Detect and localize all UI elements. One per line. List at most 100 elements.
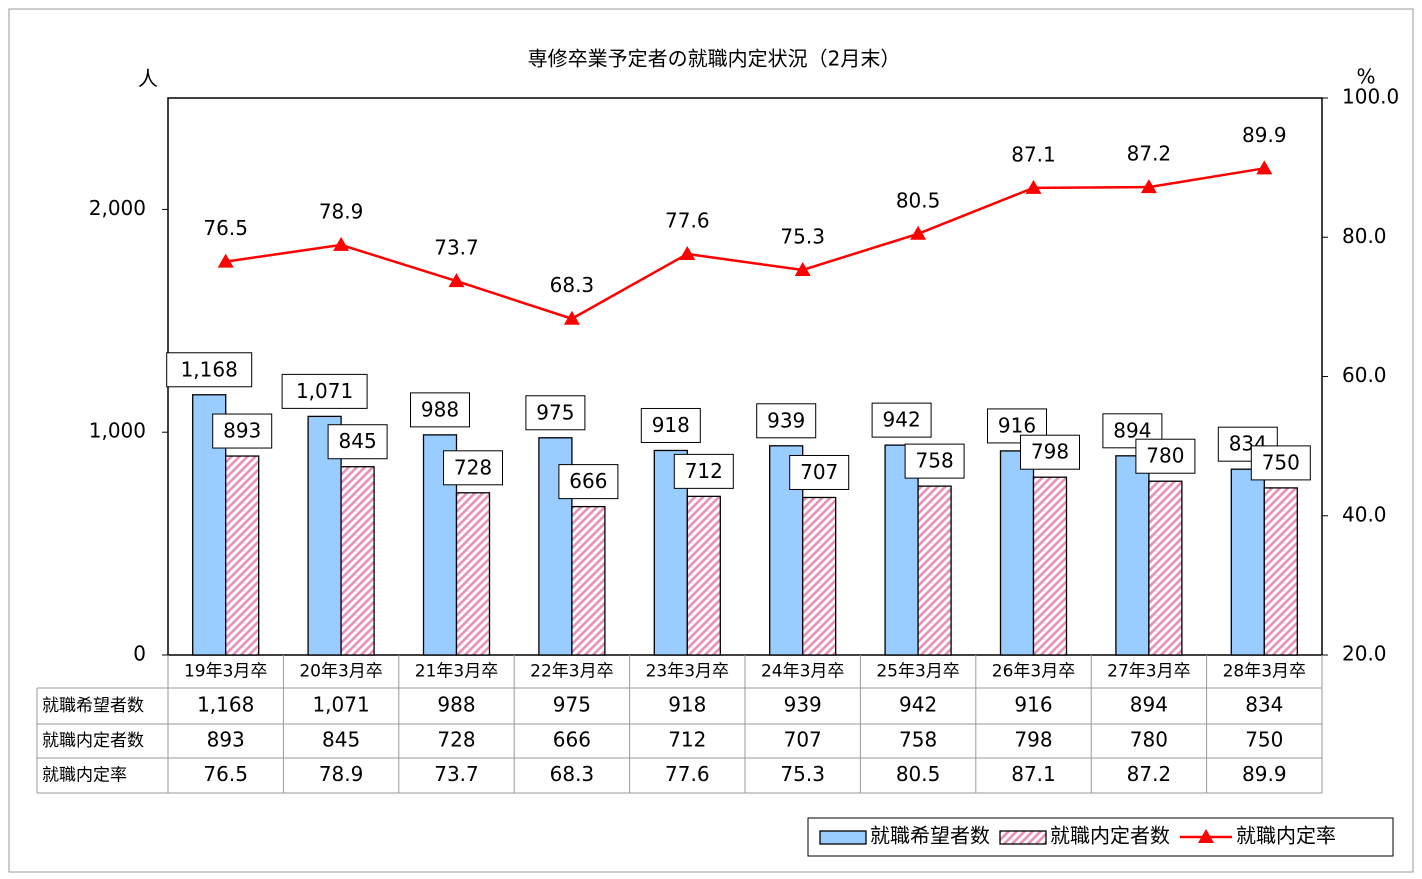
table-cell: 75.3: [780, 762, 825, 786]
marker: [1140, 179, 1157, 194]
x-tick-label: 27年3月卒: [1107, 662, 1190, 682]
data-label: 1,071: [296, 379, 353, 403]
table-cell: 89.9: [1242, 762, 1287, 786]
table-cell: 894: [1130, 693, 1168, 717]
y2-tick-label: 60.0: [1342, 363, 1387, 387]
data-label-box: [871, 402, 932, 438]
y-tick-label: 2,000: [89, 196, 146, 220]
table-cell: 666: [553, 728, 591, 752]
data-label: 75.3: [780, 224, 825, 248]
data-label: 798: [1031, 440, 1069, 464]
data-label-box: [1250, 445, 1311, 481]
bar: [653, 449, 688, 656]
table-row-header: 就職内定率: [42, 766, 127, 786]
table-cell: 975: [553, 693, 591, 717]
table-cell: 707: [784, 728, 822, 752]
legend-swatch: [819, 830, 867, 845]
bar: [1115, 455, 1150, 656]
bar: [917, 485, 952, 656]
table-cell: 76.5: [203, 762, 248, 786]
data-label: 916: [998, 413, 1036, 437]
data-label-box: [166, 352, 253, 388]
data-label: 80.5: [896, 188, 941, 212]
table-cell: 798: [1014, 728, 1052, 752]
legend-marker: [1198, 829, 1214, 843]
data-label: 918: [652, 413, 690, 437]
bar: [1148, 480, 1183, 656]
bar: [884, 444, 919, 656]
data-label: 68.3: [550, 273, 595, 297]
x-tick-label: 19年3月卒: [184, 662, 267, 682]
data-label: 89.9: [1242, 123, 1287, 147]
data-label: 780: [1146, 444, 1184, 468]
data-label-box: [525, 395, 586, 431]
marker: [448, 273, 465, 288]
table-cell: 87.2: [1127, 762, 1172, 786]
x-tick-label: 20年3月卒: [299, 662, 382, 682]
table-cell: 1,071: [312, 693, 369, 717]
x-tick-label: 24年3月卒: [761, 662, 844, 682]
table-cell: 87.1: [1011, 762, 1056, 786]
y2-tick-label: 40.0: [1342, 502, 1387, 526]
table-cell: 728: [437, 728, 475, 752]
x-tick-label: 28年3月卒: [1223, 662, 1306, 682]
table-cell: 77.6: [665, 762, 710, 786]
legend-label: 就職希望者数: [870, 824, 990, 848]
data-label: 707: [800, 460, 838, 484]
y2-axis-label: %: [1356, 65, 1375, 89]
y2-tick-label: 80.0: [1342, 224, 1387, 248]
data-label: 712: [685, 459, 723, 483]
marker: [679, 245, 696, 260]
data-label-box: [673, 453, 734, 489]
data-label: 750: [1262, 450, 1300, 474]
data-label: 666: [569, 469, 607, 493]
x-tick-label: 25年3月卒: [876, 662, 959, 682]
marker: [910, 225, 927, 240]
data-label-box: [987, 408, 1047, 444]
data-label-box: [558, 464, 619, 500]
data-label: 939: [767, 408, 805, 432]
bar: [225, 455, 260, 656]
line: [225, 167, 1265, 321]
data-label-box: [640, 407, 701, 443]
data-label: 87.2: [1127, 142, 1172, 166]
data-label: 845: [339, 429, 377, 453]
table-cell: 942: [899, 693, 937, 717]
x-tick-label: 23年3月卒: [646, 662, 729, 682]
legend-swatch: [999, 830, 1047, 845]
data-label-box: [756, 403, 817, 439]
data-label-box: [410, 392, 470, 428]
y2-tick-label: 100.0: [1342, 85, 1399, 109]
bar: [455, 492, 491, 656]
table-cell: 893: [207, 728, 245, 752]
data-label: 988: [421, 397, 459, 421]
legend-label: 就職内定率: [1236, 824, 1336, 848]
marker: [563, 310, 580, 325]
y-tick-label: 1,000: [89, 419, 146, 443]
data-label: 975: [536, 400, 574, 424]
legend-label: 就職内定者数: [1050, 824, 1170, 848]
data-label: 758: [916, 449, 954, 473]
table-cell: 68.3: [550, 762, 595, 786]
chart-title: 専修卒業予定者の就職内定状況（2月末）: [528, 47, 901, 71]
table-cell: 834: [1245, 693, 1283, 717]
marker: [1256, 160, 1273, 175]
data-label: 893: [223, 419, 261, 443]
table-cell: 73.7: [434, 762, 479, 786]
table-cell: 712: [668, 728, 706, 752]
table-cell: 758: [899, 728, 937, 752]
marker: [1025, 179, 1042, 194]
x-tick-label: 22年3月卒: [530, 662, 613, 682]
table-cell: 1,168: [197, 693, 254, 717]
table-cell: 918: [668, 693, 706, 717]
table-cell: 780: [1130, 728, 1168, 752]
data-label: 73.7: [434, 236, 479, 260]
marker: [217, 253, 234, 268]
table-cell: 845: [322, 728, 360, 752]
bar: [1230, 468, 1265, 656]
table-cell: 988: [437, 693, 475, 717]
y-tick-label: 0: [133, 642, 146, 666]
table-row-header: 就職希望者数: [42, 696, 144, 716]
table-cell: 750: [1245, 728, 1283, 752]
